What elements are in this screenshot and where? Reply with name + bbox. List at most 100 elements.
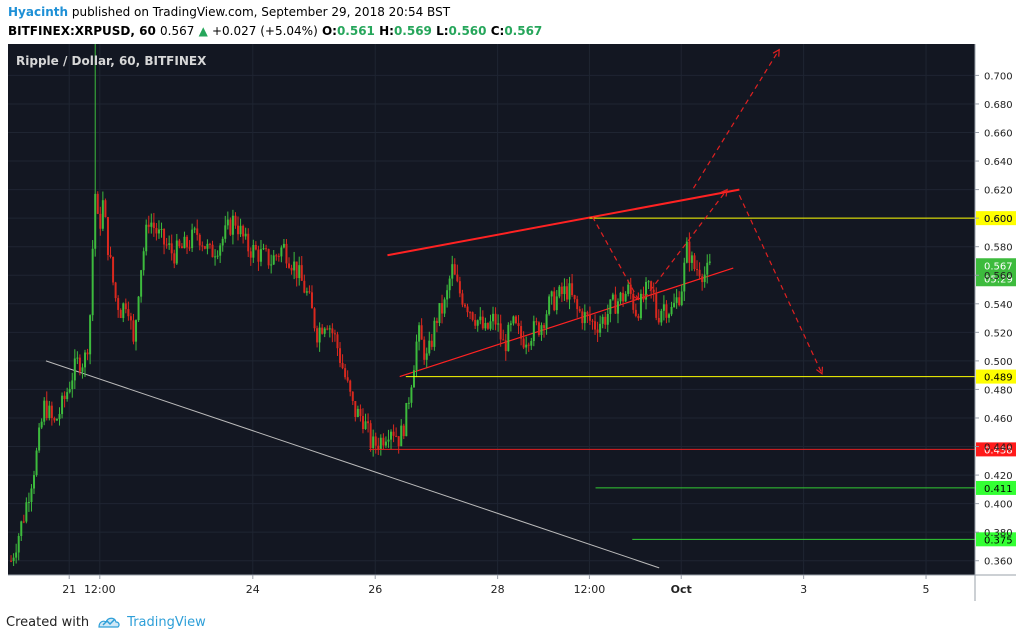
- candle-body: [407, 402, 410, 404]
- projection-arrow-line: [738, 195, 823, 374]
- candle-body: [652, 289, 655, 293]
- candle-body: [50, 405, 53, 419]
- candle-body: [99, 213, 102, 229]
- drawings[interactable]: [45, 188, 740, 569]
- candle-body: [698, 269, 701, 277]
- candle-body: [553, 291, 556, 311]
- current-price-tag: [976, 258, 1016, 287]
- candle-body: [522, 338, 525, 348]
- candle-body: [265, 248, 268, 250]
- candle-body: [356, 408, 359, 417]
- candle-body: [458, 281, 461, 294]
- candle-body: [344, 368, 347, 378]
- candle-body: [497, 323, 500, 325]
- level-price-label: 0.411: [984, 484, 1013, 495]
- candle-body: [290, 267, 293, 271]
- candle-body: [55, 419, 58, 421]
- candle-body: [277, 255, 280, 257]
- candle-body: [73, 358, 76, 381]
- candle-body: [384, 441, 387, 446]
- candle-body: [619, 292, 622, 302]
- close-value: 0.567: [504, 24, 543, 38]
- candle-body: [38, 427, 41, 451]
- candle-body: [662, 304, 665, 311]
- candle-body: [606, 313, 609, 325]
- candle-body: [706, 262, 709, 275]
- projection-arrows[interactable]: [591, 48, 824, 375]
- candle-body: [35, 450, 38, 476]
- candle-body: [410, 387, 413, 403]
- author-name[interactable]: Hyacinth: [8, 5, 69, 19]
- countdown-label: 05:29: [984, 274, 1013, 285]
- candle-body: [446, 290, 449, 300]
- candle-body: [173, 253, 176, 264]
- y-tick-label: 0.620: [984, 186, 1013, 197]
- candle-body: [155, 228, 158, 234]
- candle-body: [91, 248, 94, 316]
- candle-body: [359, 408, 362, 417]
- candle-body: [471, 312, 474, 320]
- price-axis[interactable]: [975, 44, 1016, 601]
- candle-body: [634, 309, 637, 316]
- close-label: C:: [490, 24, 505, 38]
- x-tick-label: 12:00: [574, 583, 606, 596]
- projection-arrow-line: [644, 189, 728, 299]
- candle-body: [104, 200, 107, 218]
- x-tick-label: 26: [368, 583, 382, 596]
- candle-body: [456, 274, 459, 282]
- candle-body: [152, 222, 155, 229]
- candle-body: [637, 315, 640, 319]
- candle-body: [616, 301, 619, 314]
- y-tick-label: 0.500: [984, 357, 1013, 368]
- candle-body: [502, 339, 505, 341]
- candle-body: [423, 339, 426, 360]
- candle-body: [81, 367, 84, 372]
- low-label: L:: [436, 24, 449, 38]
- candle-body: [165, 244, 168, 246]
- candle-body: [512, 316, 515, 324]
- candle-body: [270, 264, 273, 266]
- tradingview-link[interactable]: TradingView: [127, 614, 206, 630]
- candle-body: [122, 303, 125, 319]
- x-tick-label: 12:00: [84, 583, 116, 596]
- candle-body: [537, 322, 540, 335]
- candle-body: [331, 328, 334, 334]
- candle-body: [430, 340, 433, 347]
- y-tick-label: 0.480: [984, 385, 1013, 396]
- x-tick-label: Oct: [671, 583, 692, 596]
- candle-body: [208, 243, 211, 245]
- candle-body: [583, 312, 586, 324]
- candle-body: [193, 228, 196, 230]
- projection-arrow-line: [692, 49, 780, 189]
- tradingview-logo-icon[interactable]: [97, 615, 121, 629]
- time-axis[interactable]: [8, 575, 975, 601]
- candle-body: [453, 264, 456, 275]
- candle-body: [22, 521, 25, 523]
- candle-body: [267, 249, 270, 266]
- candle-body: [402, 425, 405, 437]
- candle-body: [525, 344, 528, 348]
- candle-body: [295, 261, 298, 279]
- arrowhead-icon: [720, 188, 728, 197]
- candle-body: [71, 380, 74, 390]
- candle-body: [665, 304, 668, 318]
- y-tick-label: 0.580: [984, 243, 1013, 254]
- y-tick-label: 0.600: [984, 214, 1013, 225]
- candle-body: [298, 265, 301, 279]
- candle-body: [397, 436, 400, 447]
- y-tick-label: 0.640: [984, 157, 1013, 168]
- candle-body: [701, 276, 704, 283]
- level-price-label: 0.438: [984, 445, 1013, 456]
- candle-body: [323, 328, 326, 334]
- candle-body: [670, 306, 673, 315]
- open-value: 0.561: [336, 24, 375, 38]
- candle-body: [310, 292, 313, 309]
- candle-body: [563, 286, 566, 295]
- chart-title: Ripple / Dollar, 60, BITFINEX: [16, 54, 207, 68]
- candle-body: [609, 299, 612, 314]
- candle-body: [611, 294, 614, 300]
- candle-body: [305, 291, 308, 293]
- x-tick-label: 28: [491, 583, 505, 596]
- level-lines[interactable]: 0.600 0.489 0.438 0.411 0.375 0.567 05:29: [369, 211, 1016, 547]
